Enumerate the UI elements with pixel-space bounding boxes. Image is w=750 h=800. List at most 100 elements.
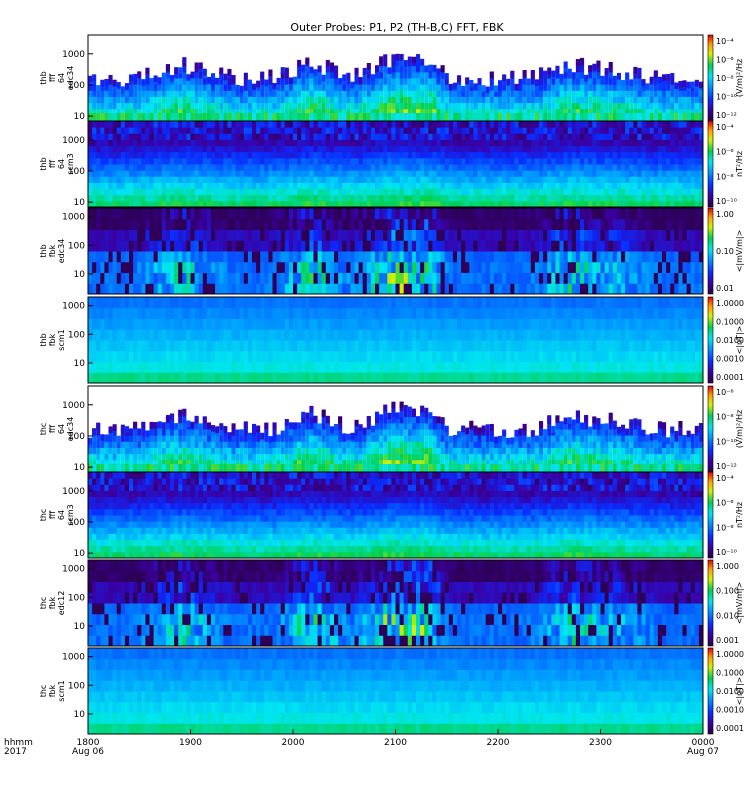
- panel-label-line: edc34: [57, 239, 66, 264]
- colorbar-swatch: [707, 647, 714, 735]
- panel-frame: [87, 559, 704, 647]
- panel-7: 1000 100 10 thc fbk edc12 1.000 0.100 0.010 0.001…: [39, 559, 744, 647]
- colorbar-swatch: [707, 296, 714, 384]
- colorbar-label: nT²/Hz: [735, 502, 744, 528]
- panel-label-line: fbk: [48, 244, 57, 257]
- heatmap-cells: [88, 648, 704, 735]
- panel-frame: [87, 471, 704, 559]
- panel-label-line: fff: [48, 160, 57, 169]
- heatmap-cells: [88, 472, 704, 559]
- chart-title: Outer Probes: P1, P2 (TH-B,C) FFT, FBK: [290, 21, 504, 34]
- y-tick-label: 1000: [62, 565, 85, 575]
- colorbar-tick-label: 10⁻⁴: [716, 37, 734, 46]
- colorbar-label: (V/m)²/Hz: [735, 59, 744, 97]
- colorbar-tick-label: 1.0000: [716, 299, 744, 308]
- colorbar-tick-label: 10⁻⁶: [716, 388, 734, 397]
- heatmap-cells: [88, 208, 704, 295]
- y-tick-label: 1000: [62, 401, 85, 411]
- y-tick-label: 10: [74, 198, 86, 208]
- colorbar-tick-label: 10⁻⁸: [716, 172, 734, 181]
- panel-frame: [87, 296, 704, 384]
- colorbar-tick-label: 1.0000: [716, 650, 744, 659]
- panel-label-line: thc: [39, 597, 48, 610]
- panel-4: 1000 100 10 thb fbk scm1 1.0000 0.1000 0.0100 0.0…: [39, 296, 744, 384]
- panel-label-line: 64: [57, 424, 66, 434]
- panel-label-line: thb: [39, 157, 48, 170]
- x-tick-label: 2200: [487, 738, 510, 748]
- panel-6: 1000 100 10 thc fff 64 scm3 10⁻⁴ 10⁻⁶ 10⁻⁸ 10⁻¹⁰ nT…: [39, 471, 744, 559]
- y-tick-label: 10: [74, 112, 86, 122]
- colorbar-swatch: [707, 385, 714, 473]
- y-tick-label: 1000: [62, 50, 85, 60]
- panel-label: thc fff 64 edc34: [39, 417, 75, 442]
- panel-label-line: fff: [48, 425, 57, 434]
- panel-frame: [87, 207, 704, 295]
- panel-label: thb fbk edc34: [39, 239, 66, 264]
- colorbar-tick-label: 0.0010: [716, 706, 744, 715]
- colorbar: 10⁻⁴ 10⁻⁶ 10⁻⁸ 10⁻¹⁰ 10⁻¹² (V/m)²/Hz: [707, 34, 744, 122]
- panel-label-line: fbk: [48, 596, 57, 609]
- y-tick-label: 1000: [62, 487, 85, 497]
- panel-label-line: fff: [48, 74, 57, 83]
- colorbar-tick-label: 10⁻⁶: [716, 56, 734, 65]
- panel-label-line: scm3: [66, 504, 75, 525]
- colorbar-tick-label: 0.0001: [716, 724, 744, 733]
- colorbar-tick-label: 10⁻¹⁰: [716, 437, 737, 446]
- x-tick-label: 0000: [692, 738, 715, 748]
- colorbar-swatch: [707, 120, 714, 208]
- y-tick-label: 10: [74, 463, 86, 473]
- panel-label-line: edc12: [57, 591, 66, 616]
- colorbar-tick-label: 0.1000: [716, 318, 744, 327]
- panel-label: thc fff 64 scm3: [39, 504, 75, 525]
- panel-label-line: scm1: [57, 680, 66, 701]
- panel-label-line: fbk: [48, 684, 57, 697]
- colorbar-label: <|nT|>: [735, 326, 744, 355]
- colorbar-label: (V/m)²/Hz: [735, 410, 744, 448]
- panel-label: thb fff 64 scm3: [39, 153, 75, 174]
- x-tick-date: Aug 06: [72, 747, 104, 757]
- y-tick-label: 100: [68, 241, 85, 251]
- x-tick-label: 1800: [77, 738, 100, 748]
- y-tick-label: 1000: [62, 213, 85, 223]
- colorbar: 10⁻⁴ 10⁻⁶ 10⁻⁸ 10⁻¹⁰ nT²/Hz: [707, 471, 744, 559]
- colorbar-tick-label: 0.0010: [716, 355, 744, 364]
- heatmap-cells: [88, 297, 704, 384]
- panel-2: 1000 100 10 thb fff 64 scm3 10⁻⁴ 10⁻⁶ 10⁻⁸ 10⁻¹⁰ nT…: [39, 120, 744, 208]
- y-tick-label: 100: [68, 681, 85, 691]
- x-tick-label: 2000: [282, 738, 305, 748]
- panel-label-line: thb: [39, 244, 48, 257]
- panel-label-line: 64: [57, 159, 66, 169]
- colorbar-label: <|mV/m|>: [735, 582, 744, 625]
- colorbar-tick-label: 0.1000: [716, 669, 744, 678]
- colorbar: 10⁻⁴ 10⁻⁶ 10⁻⁸ 10⁻¹⁰ nT²/Hz: [707, 120, 744, 208]
- colorbar-tick-label: 1.000: [716, 562, 739, 571]
- colorbar: 1.0000 0.1000 0.0100 0.0010 0.0001 <|nT|>: [707, 296, 744, 384]
- colorbar-tick-label: 1.00: [716, 210, 734, 219]
- x-tick-label: 1900: [179, 738, 202, 748]
- y-tick-label: 1000: [62, 136, 85, 146]
- y-tick-label: 100: [68, 593, 85, 603]
- panel-5: 1000 100 10 thc fff 64 edc34 10⁻⁶ 10⁻⁸ 10⁻¹⁰ 10⁻¹²…: [39, 385, 744, 473]
- panel-label-line: edc34: [66, 66, 75, 91]
- panel-label-line: edc34: [66, 417, 75, 442]
- panel-label-line: scm1: [57, 329, 66, 350]
- panel-label: thc fbk edc12: [39, 591, 66, 616]
- colorbar-tick-label: 10⁻⁶: [716, 499, 734, 508]
- colorbar-tick-label: 0.0100: [716, 336, 744, 345]
- colorbar-tick-label: 10⁻¹⁰: [716, 93, 737, 102]
- y-tick-label: 1000: [62, 302, 85, 312]
- panel-label-line: scm3: [66, 153, 75, 174]
- colorbar-tick-label: 0.01: [716, 284, 734, 293]
- y-tick-label: 100: [68, 167, 85, 177]
- y-tick-label: 1000: [62, 653, 85, 663]
- y-tick-label: 10: [74, 549, 86, 559]
- y-tick-label: 100: [68, 330, 85, 340]
- colorbar: 10⁻⁶ 10⁻⁸ 10⁻¹⁰ 10⁻¹² (V/m)²/Hz: [707, 385, 744, 473]
- x-tick-date: Aug 07: [687, 747, 719, 757]
- panel-label-line: 64: [57, 73, 66, 83]
- x-tick-label: 2300: [589, 738, 612, 748]
- heatmap-cells: [88, 35, 704, 122]
- x-label-row: hhmm: [4, 738, 33, 748]
